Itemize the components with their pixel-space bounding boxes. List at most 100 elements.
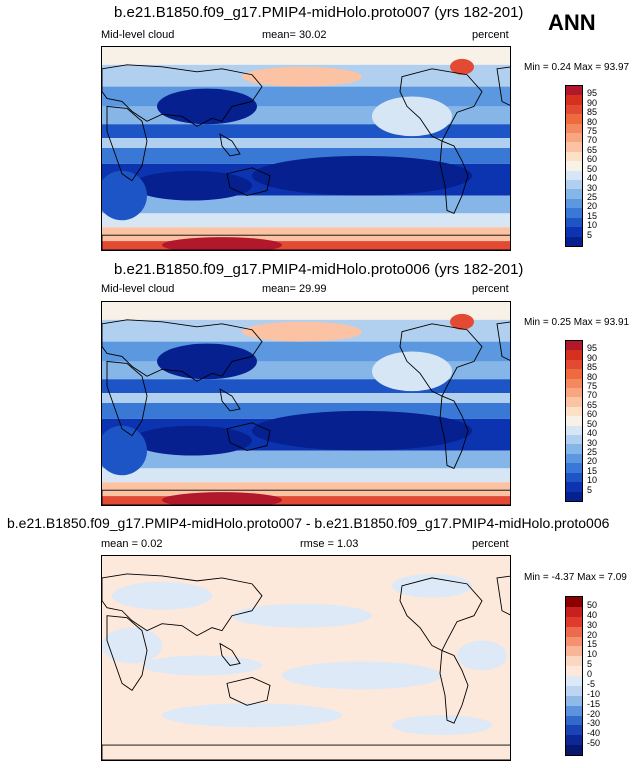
colorbar-swatch — [566, 715, 582, 726]
colorbar-tick-label: 15 — [587, 639, 598, 650]
colorbar-swatch — [566, 397, 582, 407]
colorbar-tick-label: 10 — [587, 220, 598, 231]
colorbar-swatch — [566, 453, 582, 464]
colorbar-swatch — [566, 425, 582, 436]
colorbar-tick-label: 95 — [587, 343, 598, 354]
colorbar-swatch — [566, 350, 582, 360]
colorbar-swatch — [566, 685, 582, 696]
colorbar-swatch — [566, 406, 582, 417]
colorbar-tick-label: 25 — [587, 191, 598, 202]
colorbar-tick-label: 5 — [587, 659, 593, 670]
colorbar-tick-label: -15 — [587, 698, 601, 709]
panel-1-colorbar — [565, 85, 583, 247]
colorbar-swatch — [566, 217, 582, 228]
colorbar-swatch — [566, 444, 582, 454]
panel-2-minmax: Min = 0.25 Max = 93.91 — [524, 317, 630, 328]
colorbar-tick-label: 30 — [587, 437, 598, 448]
colorbar-tick-label: 60 — [587, 154, 598, 165]
panel-3-title: b.e21.B1850.f09_g17.PMIP4-midHolo.proto0… — [7, 515, 610, 531]
panel-3-units-label: percent — [472, 538, 509, 550]
season-label: ANN — [548, 10, 596, 35]
colorbar-swatch — [566, 695, 582, 706]
colorbar-swatch — [566, 208, 582, 218]
colorbar-swatch — [566, 151, 582, 162]
colorbar-swatch — [566, 104, 582, 115]
panel-2-colorbar — [565, 340, 583, 502]
colorbar-swatch — [566, 435, 582, 445]
panel-2-mean-label: mean= 29.99 — [262, 283, 327, 295]
colorbar-tick-label: 50 — [587, 599, 598, 610]
colorbar-tick-label: 65 — [587, 399, 598, 410]
panel-1-minmax: Min = 0.24 Max = 93.97 — [524, 62, 630, 73]
colorbar-tick-label: 15 — [587, 210, 598, 221]
panel-1-map — [101, 46, 511, 251]
colorbar-tick-label: 20 — [587, 201, 598, 212]
colorbar-tick-label: 25 — [587, 446, 598, 457]
map-field — [102, 47, 510, 250]
colorbar-tick-label: 75 — [587, 381, 598, 392]
colorbar-swatch — [566, 735, 582, 746]
panel-1-mean-label: mean= 30.02 — [262, 29, 327, 41]
colorbar-tick-label: -50 — [587, 738, 601, 749]
map-field — [102, 302, 510, 505]
colorbar-swatch — [566, 636, 582, 647]
colorbar-swatch — [566, 341, 582, 351]
panel-1-title: b.e21.B1850.f09_g17.PMIP4-midHolo.proto0… — [114, 4, 524, 21]
colorbar-swatch — [566, 161, 582, 171]
colorbar-swatch — [566, 491, 582, 501]
colorbar-swatch — [566, 472, 582, 483]
colorbar-swatch — [566, 227, 582, 237]
colorbar-swatch — [566, 597, 582, 607]
colorbar-tick-label: 65 — [587, 144, 598, 155]
colorbar-swatch — [566, 745, 582, 755]
colorbar-tick-label: 20 — [587, 456, 598, 467]
panel-3-colorbar — [565, 596, 583, 756]
colorbar-swatch — [566, 646, 582, 657]
colorbar-swatch — [566, 616, 582, 627]
colorbar-swatch — [566, 133, 582, 143]
colorbar-tick-label: 30 — [587, 182, 598, 193]
colorbar-tick-label: 20 — [587, 629, 598, 640]
colorbar-tick-label: 50 — [587, 418, 598, 429]
colorbar-swatch — [566, 95, 582, 105]
colorbar-swatch — [566, 86, 582, 96]
colorbar-tick-label: 85 — [587, 107, 598, 118]
colorbar-swatch — [566, 189, 582, 199]
colorbar-tick-label: 80 — [587, 371, 598, 382]
colorbar-swatch — [566, 142, 582, 152]
colorbar-tick-label: -30 — [587, 718, 601, 729]
colorbar-tick-label: 85 — [587, 362, 598, 373]
colorbar-tick-label: 75 — [587, 126, 598, 137]
panel-2-units-label: percent — [472, 283, 509, 295]
colorbar-swatch — [566, 170, 582, 181]
colorbar-tick-label: -10 — [587, 688, 601, 699]
colorbar-swatch — [566, 463, 582, 473]
map-field — [102, 556, 510, 760]
colorbar-swatch — [566, 359, 582, 370]
colorbar-tick-label: 60 — [587, 409, 598, 420]
colorbar-tick-label: 15 — [587, 465, 598, 476]
panel-2-map — [101, 301, 511, 506]
colorbar-tick-label: -5 — [587, 678, 596, 689]
colorbar-swatch — [566, 180, 582, 190]
panel-3-map — [101, 555, 511, 761]
colorbar-tick-label: 40 — [587, 428, 598, 439]
colorbar-tick-label: 50 — [587, 163, 598, 174]
colorbar-tick-label: 5 — [587, 484, 593, 495]
colorbar-tick-label: 30 — [587, 619, 598, 630]
colorbar-swatch — [566, 369, 582, 379]
panel-3-minmax: Min = -4.37 Max = 7.09 — [524, 572, 627, 583]
colorbar-swatch — [566, 606, 582, 617]
colorbar-swatch — [566, 123, 582, 134]
panel-3-mean-label: mean = 0.02 — [101, 538, 163, 550]
colorbar-swatch — [566, 378, 582, 389]
panel-2-variable-label: Mid-level cloud — [101, 283, 175, 295]
colorbar-swatch — [566, 114, 582, 124]
colorbar-tick-label: 70 — [587, 390, 598, 401]
colorbar-tick-label: 90 — [587, 97, 598, 108]
colorbar-tick-label: 40 — [587, 609, 598, 620]
colorbar-tick-label: 40 — [587, 173, 598, 184]
colorbar-swatch — [566, 236, 582, 246]
panel-1-variable-label: Mid-level cloud — [101, 29, 175, 41]
colorbar-swatch — [566, 626, 582, 637]
